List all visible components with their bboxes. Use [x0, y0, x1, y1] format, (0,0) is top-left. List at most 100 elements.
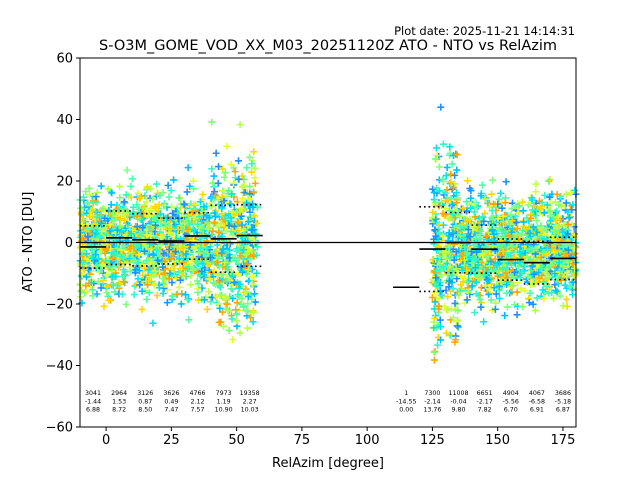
- scatter-point: [138, 287, 146, 295]
- scatter-point: [459, 234, 467, 242]
- scatter-point: [546, 207, 554, 215]
- scatter-point: [463, 296, 471, 304]
- scatter-point: [568, 270, 576, 278]
- scatter-point: [161, 202, 169, 210]
- scatter-point: [473, 203, 481, 211]
- scatter-point: [108, 273, 116, 281]
- scatter-point: [564, 246, 572, 254]
- scatter-point: [168, 279, 176, 287]
- bin-mean-label: 2.27: [243, 398, 257, 405]
- scatter-point: [512, 249, 520, 257]
- bin-mean-label: 1.53: [112, 398, 126, 405]
- scatter-point: [248, 280, 256, 288]
- scatter-point: [431, 288, 439, 296]
- scatter-point: [498, 204, 506, 212]
- scatter-point: [480, 217, 488, 225]
- scatter-point: [215, 263, 223, 271]
- scatter-point: [450, 240, 458, 248]
- scatter-point: [508, 217, 516, 225]
- scatter-point: [165, 275, 173, 283]
- scatter-point: [485, 262, 493, 270]
- scatter-point: [244, 300, 252, 308]
- scatter-point: [551, 281, 559, 289]
- scatter-point: [532, 244, 540, 252]
- scatter-point: [518, 268, 526, 276]
- scatter-point: [235, 284, 243, 292]
- scatter-point: [454, 231, 462, 239]
- scatter-point: [555, 259, 563, 267]
- scatter-point: [503, 237, 511, 245]
- scatter-point: [208, 194, 216, 202]
- scatter-point: [118, 290, 126, 298]
- scatter-point: [236, 208, 244, 216]
- scatter-point: [94, 263, 102, 271]
- scatter-point: [77, 244, 85, 252]
- scatter-point: [130, 291, 138, 299]
- scatter-point: [155, 201, 163, 209]
- scatter-point: [116, 237, 124, 245]
- scatter-point: [432, 155, 440, 163]
- scatter-point: [97, 219, 105, 227]
- scatter-point: [250, 188, 258, 196]
- scatter-point: [493, 261, 501, 269]
- scatter-point: [489, 212, 497, 220]
- scatter-point: [244, 259, 252, 267]
- scatter-point: [226, 240, 234, 248]
- scatter-point: [207, 298, 215, 306]
- scatter-point: [453, 318, 461, 326]
- scatter-point: [220, 322, 227, 330]
- scatter-point: [453, 194, 461, 202]
- scatter-point: [248, 160, 256, 168]
- scatter-point: [549, 235, 557, 243]
- scatter-point: [539, 286, 547, 294]
- scatter-point: [445, 249, 453, 257]
- scatter-point: [442, 329, 450, 337]
- scatter-point: [175, 194, 183, 202]
- scatter-point: [532, 180, 540, 188]
- scatter-point: [225, 222, 233, 230]
- scatter-point: [565, 214, 573, 222]
- scatter-point: [241, 237, 249, 245]
- scatter-point: [203, 244, 211, 252]
- scatter-point: [249, 203, 257, 211]
- scatter-point: [233, 310, 241, 318]
- scatter-point: [564, 221, 572, 229]
- scatter-point: [488, 207, 496, 215]
- scatter-point: [227, 160, 235, 168]
- scatter-point: [479, 213, 487, 221]
- scatter-point: [566, 283, 574, 291]
- bin-mean-label: 1.19: [217, 398, 231, 405]
- scatter-point: [435, 163, 443, 171]
- bin-mean-label: -1.44: [85, 398, 101, 405]
- scatter-point: [568, 206, 576, 214]
- scatter-point: [218, 205, 226, 213]
- scatter-point: [92, 251, 100, 259]
- scatter-point: [450, 256, 458, 264]
- scatter-point: [171, 261, 179, 269]
- y-tick-label: −20: [46, 298, 73, 313]
- scatter-point: [562, 199, 570, 207]
- scatter-point: [183, 188, 191, 196]
- scatter-point: [437, 323, 445, 331]
- scatter-point: [453, 199, 461, 207]
- scatter-point: [249, 318, 257, 326]
- scatter-point: [237, 263, 245, 271]
- scatter-point: [138, 305, 146, 313]
- scatter-point: [555, 201, 563, 209]
- scatter-point: [543, 201, 551, 209]
- scatter-point: [173, 290, 181, 298]
- scatter-point: [492, 299, 500, 307]
- scatter-point: [505, 232, 513, 240]
- bin-count-label: 4067: [529, 390, 545, 397]
- scatter-point: [242, 288, 250, 296]
- scatter-point: [480, 271, 488, 279]
- bin-std-label: 10.03: [241, 407, 259, 414]
- scatter-point: [441, 189, 449, 197]
- scatter-point: [78, 299, 86, 307]
- scatter-point: [463, 216, 471, 224]
- scatter-point: [452, 265, 460, 273]
- scatter-point: [245, 202, 253, 210]
- scatter-point: [244, 293, 252, 301]
- bin-count-label: 1: [404, 390, 408, 397]
- scatter-point: [482, 281, 490, 289]
